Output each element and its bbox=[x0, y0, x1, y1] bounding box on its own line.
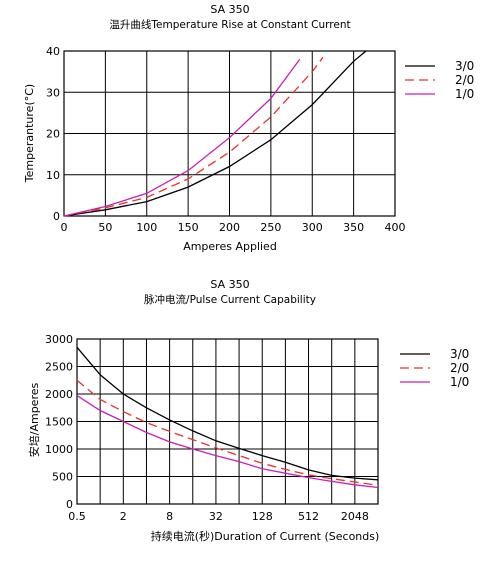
legend: 3/02/01/0 bbox=[405, 59, 474, 101]
series-lines bbox=[63, 50, 367, 217]
legend-label: 2/0 bbox=[455, 73, 474, 87]
temperature-rise-chart: SA 350 温升曲线Temperature Rise at Constant … bbox=[23, 3, 474, 253]
series-line-1-0 bbox=[76, 395, 379, 489]
y-tick-label: 30 bbox=[46, 86, 60, 99]
series-line-3-0 bbox=[63, 50, 367, 217]
x-tick-label: 300 bbox=[302, 221, 323, 234]
legend-label: 1/0 bbox=[450, 375, 469, 389]
series-line-3-0 bbox=[76, 346, 379, 481]
legend-label: 1/0 bbox=[455, 87, 474, 101]
legend-label: 3/0 bbox=[455, 59, 474, 73]
y-tick-label: 0 bbox=[53, 210, 60, 223]
y-tick-label: 40 bbox=[46, 45, 60, 58]
x-tick-label: 512 bbox=[298, 510, 319, 523]
y-tick-label: 0 bbox=[66, 498, 73, 511]
chart-subtitle: 温升曲线Temperature Rise at Constant Current bbox=[109, 18, 350, 31]
y-axis-label: Temperanture(°C) bbox=[23, 84, 36, 183]
plot-grid bbox=[76, 338, 379, 505]
x-tick-label: 200 bbox=[219, 221, 240, 234]
x-tick-label: 8 bbox=[166, 510, 173, 523]
x-tick-label: 32 bbox=[209, 510, 223, 523]
y-tick-label: 500 bbox=[52, 471, 73, 484]
y-tick-label: 2000 bbox=[45, 388, 73, 401]
chart-title: SA 350 bbox=[210, 3, 249, 16]
y-tick-label: 2500 bbox=[45, 361, 73, 374]
y-tick-label: 1000 bbox=[45, 443, 73, 456]
x-tick-label: 100 bbox=[136, 221, 157, 234]
x-tick-label: 2 bbox=[120, 510, 127, 523]
x-tick-label: 2048 bbox=[341, 510, 369, 523]
x-tick-label: 350 bbox=[343, 221, 364, 234]
legend-label: 3/0 bbox=[450, 347, 469, 361]
y-tick-label: 10 bbox=[46, 169, 60, 182]
series-line-2-0 bbox=[76, 379, 379, 486]
x-tick-label: 150 bbox=[178, 221, 199, 234]
series-line-1-0 bbox=[63, 58, 301, 217]
x-tick-label: 250 bbox=[260, 221, 281, 234]
x-tick-label: 400 bbox=[385, 221, 406, 234]
legend-label: 2/0 bbox=[450, 361, 469, 375]
legend: 3/02/01/0 bbox=[400, 347, 469, 389]
y-tick-label: 3000 bbox=[45, 333, 73, 346]
plot-grid bbox=[63, 50, 396, 217]
y-tick-label: 1500 bbox=[45, 416, 73, 429]
x-axis-label: 持续电流(秒)Duration of Current (Seconds) bbox=[151, 529, 380, 543]
chart-title: SA 350 bbox=[210, 278, 249, 291]
y-axis-label: 安培/Amperes bbox=[27, 382, 41, 457]
x-axis-label: Amperes Applied bbox=[183, 240, 277, 253]
series-line-2-0 bbox=[63, 56, 324, 217]
pulse-current-chart: SA 350 脉冲电流/Pulse Current Capability 0 50… bbox=[27, 278, 469, 543]
y-tick-label: 20 bbox=[46, 128, 60, 141]
x-tick-label: 0 bbox=[61, 221, 68, 234]
x-tick-label: 0.5 bbox=[68, 510, 86, 523]
x-tick-label: 50 bbox=[98, 221, 112, 234]
series-lines bbox=[76, 346, 379, 489]
chart-subtitle: 脉冲电流/Pulse Current Capability bbox=[144, 293, 316, 306]
x-tick-label: 128 bbox=[252, 510, 273, 523]
tick-labels: 0 500 1000 1500 2000 2500 3000 0.5 2 8 32 128 512 204… bbox=[45, 333, 369, 523]
